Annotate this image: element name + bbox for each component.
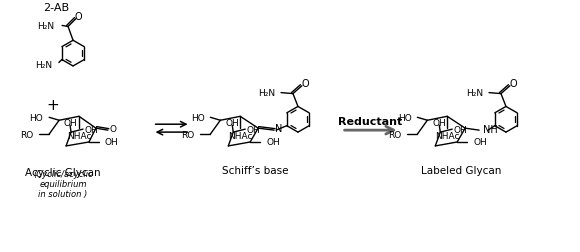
Text: HO: HO: [30, 113, 43, 122]
Text: O: O: [110, 124, 117, 133]
Text: NH: NH: [483, 125, 498, 135]
Text: H₂N: H₂N: [35, 61, 52, 70]
Text: RO: RO: [20, 130, 33, 139]
Text: O: O: [509, 78, 517, 88]
Text: H₂N: H₂N: [466, 89, 483, 98]
Text: NHAc: NHAc: [435, 131, 459, 140]
Text: OH: OH: [433, 118, 446, 127]
Text: OH: OH: [454, 125, 467, 134]
Text: Reductant: Reductant: [339, 117, 403, 127]
Text: Schiff’s base: Schiff’s base: [222, 165, 288, 175]
Text: OH: OH: [63, 118, 77, 127]
Text: N: N: [275, 124, 282, 134]
Text: OH: OH: [105, 138, 119, 147]
Text: O: O: [74, 12, 82, 21]
Text: OH: OH: [84, 125, 98, 134]
Text: HO: HO: [398, 113, 411, 122]
Text: H₂N: H₂N: [258, 89, 275, 98]
Text: RO: RO: [388, 130, 401, 139]
Text: O: O: [301, 78, 309, 88]
Text: 2-AB: 2-AB: [43, 3, 69, 13]
Text: OH: OH: [246, 125, 260, 134]
Text: RO: RO: [181, 130, 194, 139]
Text: OH: OH: [226, 118, 239, 127]
Text: OH: OH: [473, 138, 487, 147]
Text: NHAc: NHAc: [67, 131, 91, 140]
Text: Labeled Glycan: Labeled Glycan: [421, 165, 501, 175]
Text: NHAc: NHAc: [228, 131, 252, 140]
Text: +: +: [47, 98, 60, 112]
Text: HO: HO: [191, 113, 204, 122]
Text: H₂N: H₂N: [37, 22, 54, 31]
Text: Acyclic Glycan: Acyclic Glycan: [26, 167, 101, 177]
Text: (Cyclic/acyclic
equilibrium
in solution ): (Cyclic/acyclic equilibrium in solution …: [33, 169, 93, 199]
Text: OH: OH: [266, 138, 280, 147]
